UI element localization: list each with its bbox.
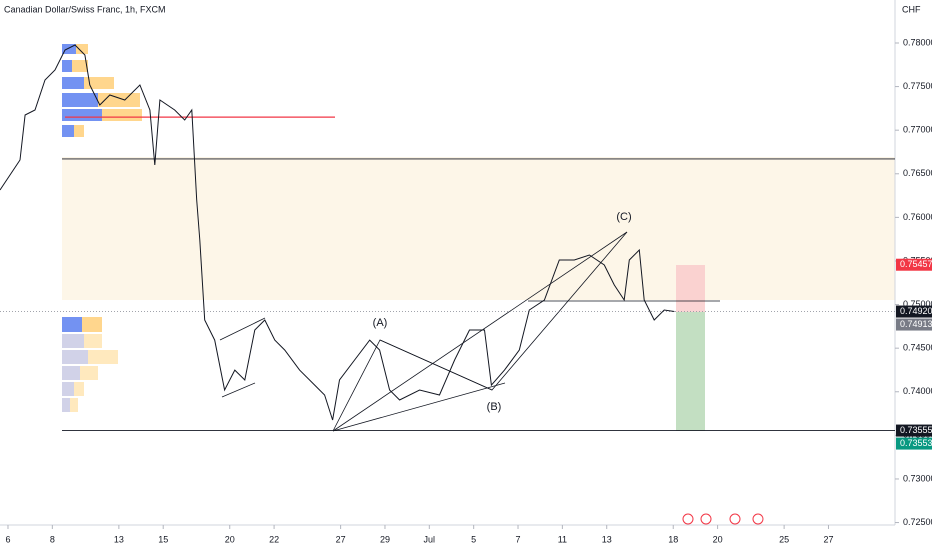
price-label-box (896, 437, 932, 450)
annotation: (A) (373, 317, 388, 329)
price-label: 0.73553 (900, 438, 932, 448)
wave-drawings (219, 231, 720, 432)
x-tick-label: 13 (602, 534, 612, 544)
x-tick-label: Jul (424, 534, 436, 544)
y-axis-label: CHF (902, 4, 921, 14)
target-zone (676, 312, 705, 431)
x-tick-label: 25 (779, 534, 789, 544)
x-tick-label: 18 (668, 534, 678, 544)
x-tick-label: 20 (713, 534, 723, 544)
price-label-box (896, 318, 932, 331)
price-label: 0.74913 (900, 319, 932, 329)
price-label: 0.73555 (900, 425, 932, 435)
price-label-box (896, 424, 932, 437)
x-tick-label: 27 (336, 534, 346, 544)
x-tick-label: 13 (114, 534, 124, 544)
price-label-box (896, 305, 932, 318)
x-tick-label: 5 (471, 534, 476, 544)
chart-title: Canadian Dollar/Swiss Franc, 1h, FXCM (4, 4, 166, 14)
x-tick-label: 20 (225, 534, 235, 544)
x-tick-label: 7 (516, 534, 521, 544)
x-tick-label: 29 (380, 534, 390, 544)
x-tick-label: 15 (158, 534, 168, 544)
price-line (0, 44, 675, 421)
x-tick-label: 22 (269, 534, 279, 544)
x-tick-label: 11 (558, 534, 567, 544)
price-label: 0.74920 (900, 306, 932, 316)
x-tick-label: 8 (50, 534, 55, 544)
x-tick-label: 27 (823, 534, 833, 544)
stop-zone (676, 265, 705, 312)
zone (62, 157, 895, 300)
y-tick-label: 0.78000 (903, 37, 932, 47)
price-label: 0.75457 (900, 259, 932, 269)
x-tick-label: 6 (5, 534, 10, 544)
price-label-box (896, 258, 932, 271)
event-icons (682, 513, 764, 525)
annotation: (B) (487, 401, 502, 413)
annotation: (C) (616, 211, 631, 223)
